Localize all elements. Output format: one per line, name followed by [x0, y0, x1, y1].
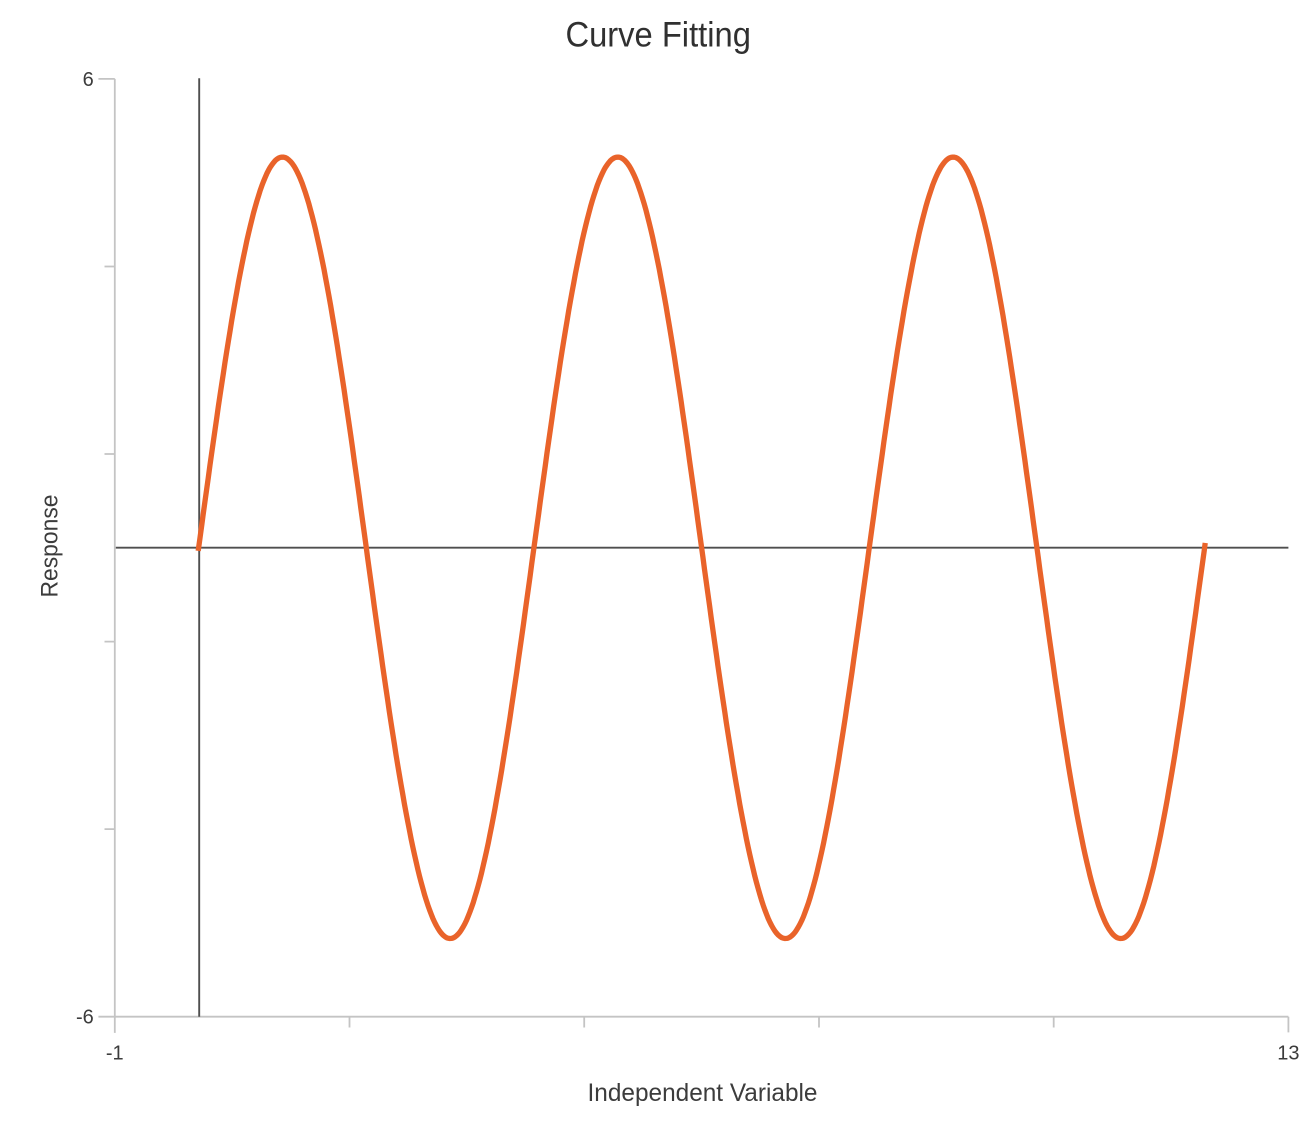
- svg-text:Curve Fitting: Curve Fitting: [565, 14, 751, 54]
- svg-text:13: 13: [1277, 1043, 1299, 1065]
- svg-text:6: 6: [83, 69, 94, 91]
- svg-text:-1: -1: [106, 1043, 124, 1065]
- svg-text:Independent Variable: Independent Variable: [588, 1079, 818, 1107]
- svg-text:Response: Response: [37, 495, 64, 598]
- svg-text:-6: -6: [76, 1007, 94, 1029]
